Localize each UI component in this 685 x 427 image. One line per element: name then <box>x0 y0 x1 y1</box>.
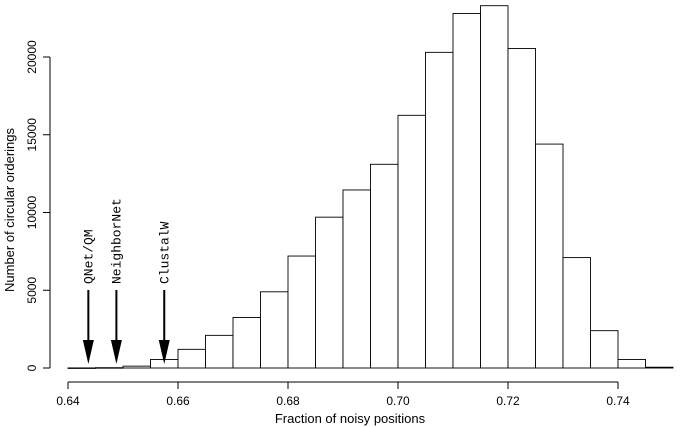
histogram-bar <box>122 365 151 369</box>
x-tick-label: 0.66 <box>166 394 190 408</box>
x-axis-title: Fraction of noisy positions <box>275 411 426 426</box>
annotation-clustalw: ClustalW <box>157 221 172 364</box>
y-tick-label: 5000 <box>25 277 39 304</box>
histogram-bar <box>205 334 234 369</box>
histogram-bar <box>232 317 261 369</box>
histogram-bar <box>342 189 371 369</box>
histogram-bar <box>177 348 206 369</box>
histogram-bar <box>480 5 509 369</box>
x-tick-label: 0.64 <box>56 394 80 408</box>
annotation-label: NeighborNet <box>109 198 124 284</box>
x-tick-label: 0.74 <box>606 394 630 408</box>
x-tick-label: 0.72 <box>496 394 520 408</box>
x-tick-label: 0.68 <box>276 394 300 408</box>
down-arrow-icon <box>158 340 170 364</box>
histogram-bar <box>507 47 536 369</box>
method-annotations: QNet/QM NeighborNet ClustalW <box>81 198 172 364</box>
histogram-bar <box>370 163 399 369</box>
histogram-bar <box>645 366 674 369</box>
x-tick-label: 0.70 <box>386 394 410 408</box>
histogram-bar <box>425 51 454 369</box>
y-tick-label: 20000 <box>25 40 39 74</box>
y-axis-title: Number of circular orderings <box>2 128 17 293</box>
histogram-bar <box>260 291 289 369</box>
histogram-bar <box>315 216 344 369</box>
y-tick-label: 15000 <box>25 118 39 152</box>
annotation-qnet-qm: QNet/QM <box>81 229 96 364</box>
histogram-bar <box>562 257 591 369</box>
histogram-bar <box>397 114 426 369</box>
histogram-bar <box>67 367 96 369</box>
histogram-bar <box>287 255 316 369</box>
histogram-bar <box>617 358 646 369</box>
histogram-bar <box>95 367 124 369</box>
histogram-bars <box>67 5 674 369</box>
annotation-label: QNet/QM <box>81 229 96 284</box>
y-tick-label: 0 <box>25 364 39 371</box>
histogram-bar <box>452 13 481 369</box>
histogram-bar <box>590 330 619 369</box>
histogram-bar <box>535 143 564 369</box>
down-arrow-icon <box>110 340 122 364</box>
y-tick-label: 10000 <box>25 195 39 229</box>
x-axis-ticks: 0.64 0.66 0.68 0.70 0.72 0.74 <box>56 382 630 408</box>
y-axis-ticks: 0 5000 10000 15000 20000 <box>25 40 50 371</box>
annotation-neighbornet: NeighborNet <box>109 198 124 364</box>
annotation-label: ClustalW <box>157 221 172 284</box>
down-arrow-icon <box>82 340 94 364</box>
